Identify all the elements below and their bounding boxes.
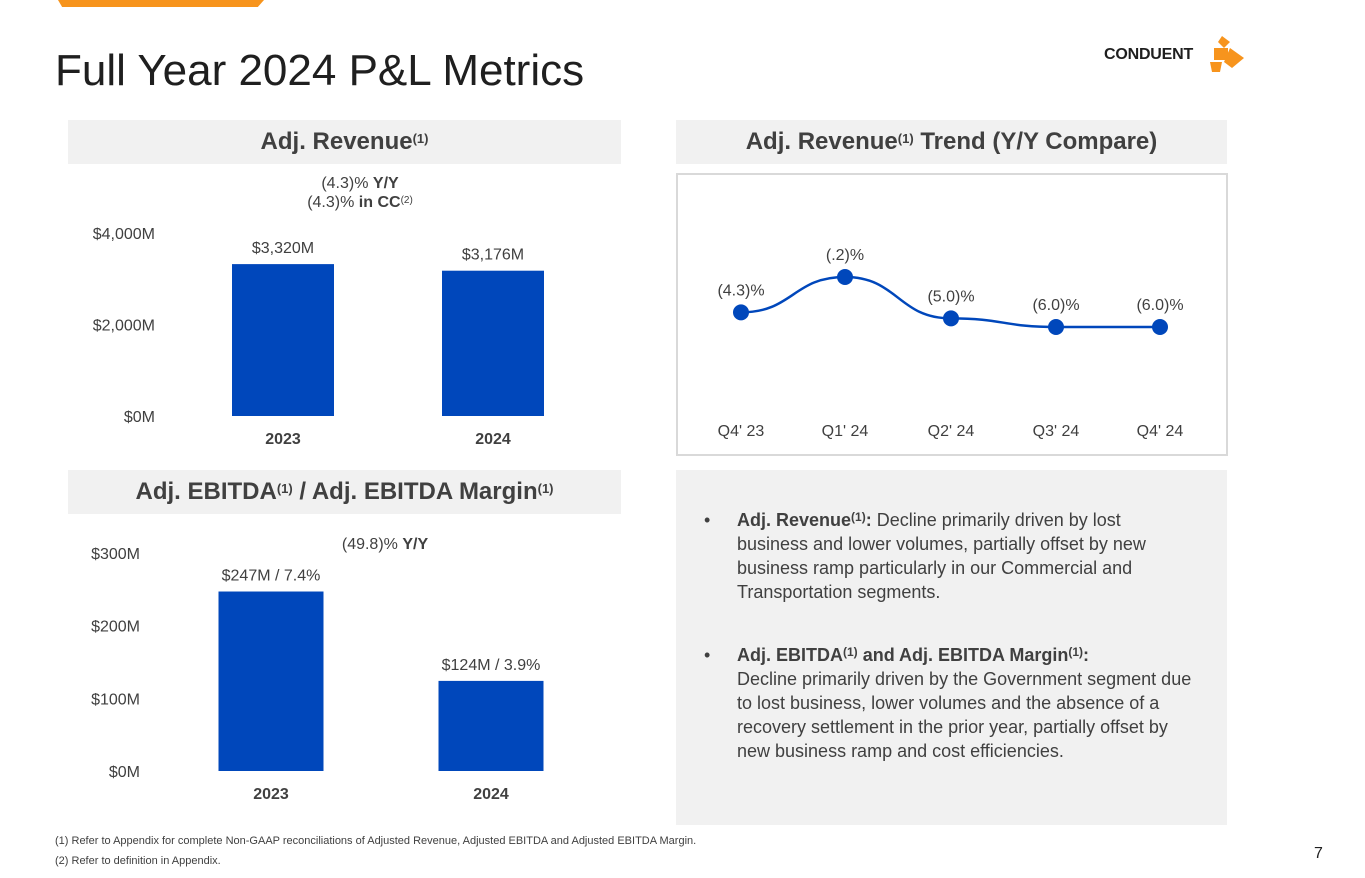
bullet-revenue-sup: (1) bbox=[851, 510, 866, 524]
trend-header-rest: Trend (Y/Y Compare) bbox=[920, 128, 1158, 155]
bullet-ebitda-title-mid: and Adj. EBITDA Margin bbox=[862, 645, 1069, 665]
bullet-revenue-text: Decline primarily driven by lost busines… bbox=[737, 510, 1146, 602]
trend-x-label: Q2' 24 bbox=[928, 423, 975, 440]
trend-x-label: Q1' 24 bbox=[822, 423, 869, 440]
trend-line-chart: (4.3)% Q4' 23 (.2)% Q1' 24 (5.0)% Q2' 24 (6.0)… bbox=[717, 247, 1184, 440]
ebitda-yoy-note: (49.8)% Y/Y bbox=[300, 535, 470, 554]
bullet-dot: • bbox=[704, 645, 711, 665]
page-number: 7 bbox=[1314, 845, 1323, 862]
revenue-y-tick-label: $2,000M bbox=[93, 318, 155, 335]
ebitda-yoy-label: Y/Y bbox=[402, 536, 429, 553]
revenue-y-tick-label: $4,000M bbox=[93, 226, 155, 243]
revenue-x-label: 2023 bbox=[265, 431, 301, 448]
ebitda-x-label: 2023 bbox=[253, 786, 289, 803]
revenue-header: Adj. Revenue(1) bbox=[68, 120, 621, 164]
conduent-logo: CONDUENT bbox=[1104, 34, 1254, 76]
ebitda-y-tick-label: $0M bbox=[109, 764, 140, 781]
bullet-revenue: • Adj. Revenue(1): Decline primarily dri… bbox=[704, 508, 1194, 604]
revenue-cc-sup: (2) bbox=[400, 195, 413, 206]
revenue-bar-chart: $0M $2,000M $4,000M $3,320M 2023 $3,176M 2024 bbox=[93, 226, 544, 448]
revenue-header-text: Adj. Revenue bbox=[260, 128, 413, 155]
revenue-cc-label: in CC bbox=[358, 194, 401, 211]
ebitda-bar-2024 bbox=[438, 680, 544, 771]
ebitda-yoy-value: (49.8)% bbox=[341, 536, 398, 553]
bullet-ebitda-sup: (1) bbox=[843, 645, 858, 659]
ebitda-data-label: $247M / 7.4% bbox=[222, 568, 321, 585]
revenue-yoy-label: Y/Y bbox=[372, 175, 399, 192]
ebitda-x-label: 2024 bbox=[473, 786, 509, 803]
footnote-1: (1) Refer to Appendix for complete Non-G… bbox=[55, 835, 697, 847]
trend-data-label: (6.0)% bbox=[1136, 297, 1183, 314]
revenue-data-label: $3,176M bbox=[462, 247, 524, 264]
commentary-box: • Adj. Revenue(1): Decline primarily dri… bbox=[676, 470, 1227, 825]
revenue-bar-2024 bbox=[442, 270, 544, 416]
trend-header: Adj. Revenue(1) Trend (Y/Y Compare) bbox=[676, 120, 1227, 164]
revenue-header-sup: (1) bbox=[412, 131, 429, 146]
ebitda-y-tick-label: $200M bbox=[91, 619, 140, 636]
bullet-ebitda-colon: : bbox=[1083, 645, 1090, 665]
ebitda-header-text: Adj. EBITDA bbox=[135, 478, 277, 505]
ebitda-header: Adj. EBITDA(1) / Adj. EBITDA Margin(1) bbox=[68, 470, 621, 514]
accent-bar bbox=[58, 0, 264, 7]
bullet-revenue-colon: : bbox=[865, 510, 872, 530]
page-title: Full Year 2024 P&L Metrics bbox=[55, 46, 585, 95]
bullet-ebitda: • Adj. EBITDA(1) and Adj. EBITDA Margin(… bbox=[704, 643, 1194, 763]
ebitda-y-tick-label: $300M bbox=[91, 546, 140, 563]
revenue-data-label: $3,320M bbox=[252, 240, 314, 257]
trend-data-label: (4.3)% bbox=[717, 282, 764, 299]
ebitda-data-label: $124M / 3.9% bbox=[442, 657, 541, 674]
ebitda-bar-2023 bbox=[218, 591, 324, 771]
revenue-y-tick-label: $0M bbox=[124, 409, 155, 426]
bullet-ebitda-title: Adj. EBITDA bbox=[737, 645, 843, 665]
trend-point-2 bbox=[943, 310, 959, 327]
ebitda-margin-header-text: / Adj. EBITDA Margin bbox=[299, 478, 538, 505]
revenue-x-label: 2024 bbox=[475, 431, 511, 448]
trend-point-4 bbox=[1152, 319, 1168, 335]
trend-x-label: Q3' 24 bbox=[1033, 423, 1080, 440]
trend-point-0 bbox=[733, 304, 749, 321]
bullet-revenue-title: Adj. Revenue bbox=[737, 510, 852, 530]
ebitda-margin-header-sup: (1) bbox=[537, 481, 554, 496]
trend-x-label: Q4' 24 bbox=[1137, 423, 1184, 440]
revenue-yoy-value: (4.3)% bbox=[321, 175, 369, 192]
bullet-ebitda-text: Decline primarily driven by the Governme… bbox=[737, 669, 1192, 761]
trend-header-text: Adj. Revenue bbox=[745, 128, 898, 155]
revenue-bar-2023 bbox=[232, 264, 334, 416]
logo-text: CONDUENT bbox=[1104, 46, 1194, 63]
trend-data-label: (.2)% bbox=[826, 247, 864, 264]
bullet-dot: • bbox=[704, 510, 711, 530]
trend-point-3 bbox=[1048, 319, 1064, 335]
trend-data-label: (6.0)% bbox=[1032, 297, 1079, 314]
revenue-yoy-note: (4.3)% Y/Y (4.3)% in CC(2) bbox=[270, 174, 450, 212]
trend-point-1 bbox=[837, 269, 853, 285]
footnote-2: (2) Refer to definition in Appendix. bbox=[55, 855, 221, 867]
trend-x-label: Q4' 23 bbox=[718, 423, 765, 440]
bullet-ebitda-sup2: (1) bbox=[1068, 645, 1084, 659]
ebitda-y-tick-label: $100M bbox=[91, 691, 140, 708]
ebitda-bar-chart: $0M $100M $200M $300M $247M / 7.4% 2023 $124M … bbox=[91, 546, 544, 803]
trend-data-label: (5.0)% bbox=[927, 288, 974, 305]
conduent-logo-icon bbox=[1210, 36, 1244, 72]
trend-header-sup: (1) bbox=[897, 131, 914, 146]
ebitda-header-sup: (1) bbox=[276, 481, 293, 496]
revenue-cc-value: (4.3)% bbox=[307, 194, 355, 211]
